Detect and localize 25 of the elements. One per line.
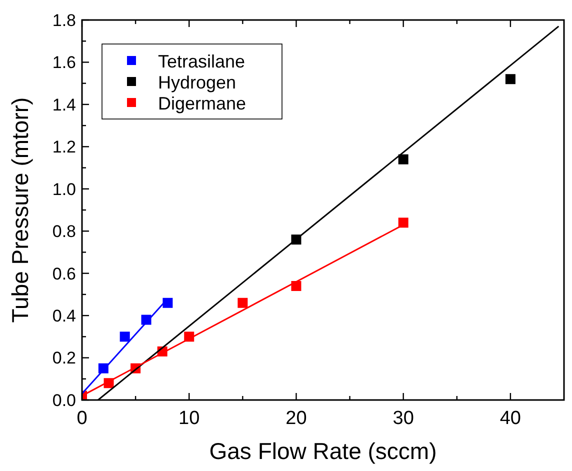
legend-label: Digermane [158,93,246,114]
y-tick-label: 1.4 [52,95,76,114]
x-tick-label: 10 [178,408,200,429]
legend-label: Hydrogen [158,72,236,92]
y-tick-label: 0.6 [52,264,76,284]
y-tick-label: 1.6 [52,53,76,72]
text: 1.0 [52,180,76,199]
point [238,298,248,308]
y-tick-label: 1.8 [52,10,76,30]
point [398,154,408,164]
point [505,74,516,84]
legend-label: Tetrasilane [158,51,246,72]
x-tick-label: 0 [76,408,88,429]
y-tick-label: 0.4 [52,306,76,326]
x-tick-label: 30 [392,408,414,429]
y-axis-title: Tube Pressure (mtorr) [7,97,33,323]
point [120,332,130,342]
text: 0.0 [52,390,76,410]
y-tick-label: 0.2 [52,348,76,368]
x-tick-label: 20 [286,408,307,429]
x-axis-title: Gas Flow Rate (sccm) [209,438,437,464]
point [398,218,408,228]
x-tick-label: 40 [500,408,522,429]
y-tick-label: 1.2 [52,138,76,157]
y-tick-label: 0.8 [52,222,76,242]
